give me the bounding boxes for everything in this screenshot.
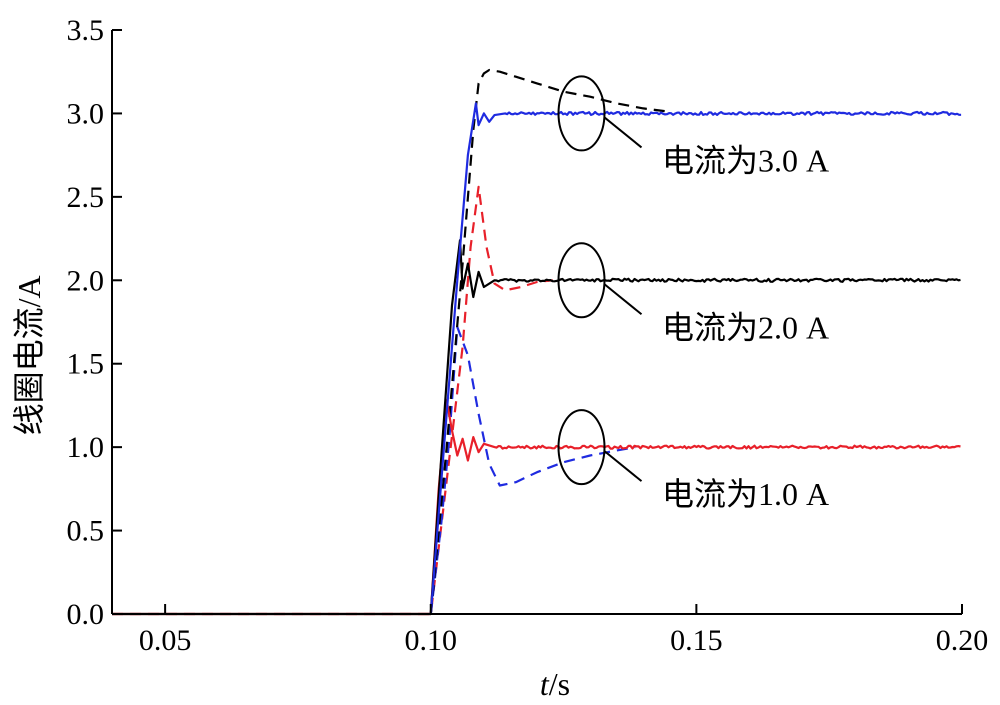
annotation-ellipse [557,75,606,152]
plot-area [112,68,962,616]
x-tick-label: 0.10 [405,624,458,657]
y-tick-label: 1.5 [67,348,105,381]
x-axis: 0.05 0.10 0.15 0.20 [112,604,988,657]
annotation-leader-line [603,450,643,482]
y-tick-label: 3.0 [67,97,105,130]
x-tick-label: 0.05 [139,624,192,657]
y-tick-label: 2.0 [67,264,105,297]
annotation-leader-line [603,116,643,149]
y-tick-label: 2.5 [67,181,105,214]
annotation-leader-line [603,283,643,316]
annotation-label: 电流为2.0 A [662,309,829,345]
annotation-ellipse [557,409,606,486]
y-tick-label: 0.0 [67,598,105,631]
x-axis-title: t/s [540,666,570,702]
y-axis-title: 线圈电流/A [11,275,47,435]
x-tick-label: 0.20 [936,624,989,657]
x-tick-label: 0.15 [670,624,723,657]
x-axis-title-unit: /s [549,666,570,702]
series-line-red-dashed [112,185,554,616]
y-tick-label: 1.0 [67,431,105,464]
annotations: 电流为3.0 A 电流为2.0 A 电流为1.0 A [557,75,829,512]
annotation-label: 电流为1.0 A [662,476,829,512]
series-line-black-solid [112,239,961,616]
annotation-ellipse [557,242,606,319]
x-axis-title-var: t [540,666,550,702]
series-line-blue-dashed [429,325,636,615]
annotation-label: 电流为3.0 A [662,142,829,178]
series-line-red-solid [112,399,961,616]
y-tick-label: 0.5 [67,515,105,548]
series-line-blue-solid [429,102,962,615]
y-tick-label: 3.5 [67,14,105,47]
series-line-black-dashed [429,68,670,615]
y-axis: 0.0 0.5 1.0 1.5 2.0 2.5 3.0 3.5 [67,14,122,631]
